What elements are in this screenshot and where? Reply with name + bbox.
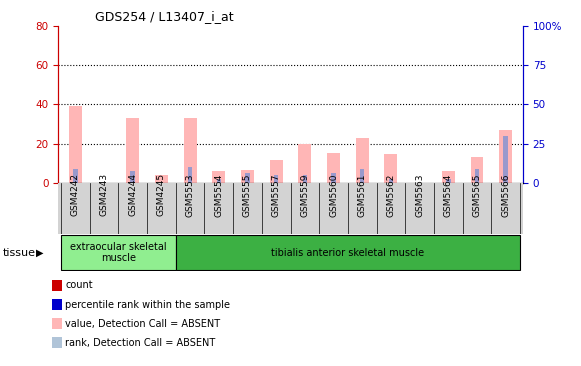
Bar	[503, 136, 508, 183]
Bar	[270, 160, 282, 183]
Bar	[385, 154, 397, 183]
Bar	[188, 167, 192, 183]
Bar	[241, 170, 254, 183]
Bar	[446, 179, 450, 183]
Text: count: count	[65, 280, 93, 291]
Bar	[327, 153, 340, 183]
Text: ▶: ▶	[36, 247, 44, 258]
Bar	[303, 175, 307, 183]
Bar	[389, 179, 393, 183]
Text: percentile rank within the sample: percentile rank within the sample	[65, 299, 230, 310]
Text: rank, Detection Call = ABSENT: rank, Detection Call = ABSENT	[65, 337, 216, 348]
Bar	[155, 175, 168, 183]
Text: GDS254 / L13407_i_at: GDS254 / L13407_i_at	[95, 10, 234, 23]
Text: extraocular skeletal
muscle: extraocular skeletal muscle	[70, 242, 167, 264]
Bar	[73, 169, 78, 183]
Text: tissue: tissue	[3, 247, 36, 258]
Text: tibialis anterior skeletal muscle: tibialis anterior skeletal muscle	[271, 247, 425, 258]
Bar	[184, 118, 196, 183]
Bar	[126, 118, 139, 183]
Bar	[356, 138, 369, 183]
Bar	[499, 130, 512, 183]
Bar	[175, 235, 520, 270]
Bar	[217, 179, 221, 183]
Bar	[69, 106, 82, 183]
Bar	[131, 171, 135, 183]
Bar	[212, 171, 225, 183]
Bar	[442, 171, 455, 183]
Bar	[274, 175, 278, 183]
Bar	[245, 173, 250, 183]
Bar	[360, 169, 364, 183]
Bar	[471, 157, 483, 183]
Bar	[331, 173, 336, 183]
Text: value, Detection Call = ABSENT: value, Detection Call = ABSENT	[65, 318, 220, 329]
Bar	[61, 235, 175, 270]
Bar	[299, 143, 311, 183]
Bar	[475, 169, 479, 183]
